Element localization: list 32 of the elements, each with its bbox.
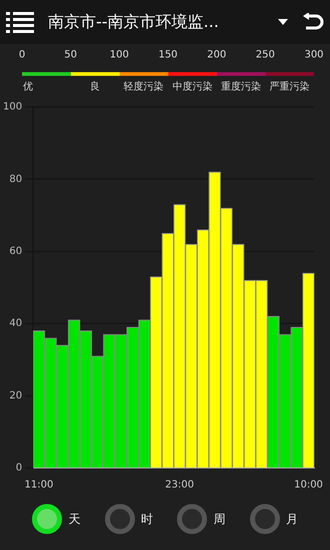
x-tick-label: 300 <box>304 50 324 61</box>
series-label: 重度污染 <box>221 80 261 93</box>
x-tick-label: 10:00 <box>294 480 323 491</box>
x-tick-label: 23:00 <box>165 480 194 491</box>
y-tick-label: 60 <box>9 246 22 257</box>
text: 周 <box>213 510 226 528</box>
x-tick-label: 100 <box>110 50 129 61</box>
text: 月 <box>286 510 298 528</box>
bar <box>22 72 71 76</box>
bar <box>119 72 168 76</box>
x-tick-label: 200 <box>207 50 226 61</box>
y-tick-label: 20 <box>9 390 22 402</box>
x-tick-label: 11:00 <box>24 480 54 491</box>
y-tick-label: 100 <box>2 102 22 113</box>
text: 天 <box>68 510 80 528</box>
series-label: 中度污染 <box>172 80 212 93</box>
x-tick-label: 50 <box>64 50 78 61</box>
bar <box>265 72 314 76</box>
chart-title: 南京市--南京市环境监... <box>48 12 220 32</box>
x-tick-label: 150 <box>158 50 178 61</box>
series-label: 优 <box>23 82 33 93</box>
bar <box>70 72 120 76</box>
x-tick-label: 250 <box>256 50 275 61</box>
bar <box>168 72 217 76</box>
y-tick-label: 0 <box>16 462 22 474</box>
text: 时 <box>140 510 153 528</box>
series-label: 严重污染 <box>270 80 310 93</box>
y-tick-label: 80 <box>9 174 22 185</box>
y-tick-label: 40 <box>9 318 22 330</box>
bar <box>216 72 266 76</box>
series-label: 良 <box>90 80 100 93</box>
series-label: 轻度污染 <box>124 80 164 93</box>
